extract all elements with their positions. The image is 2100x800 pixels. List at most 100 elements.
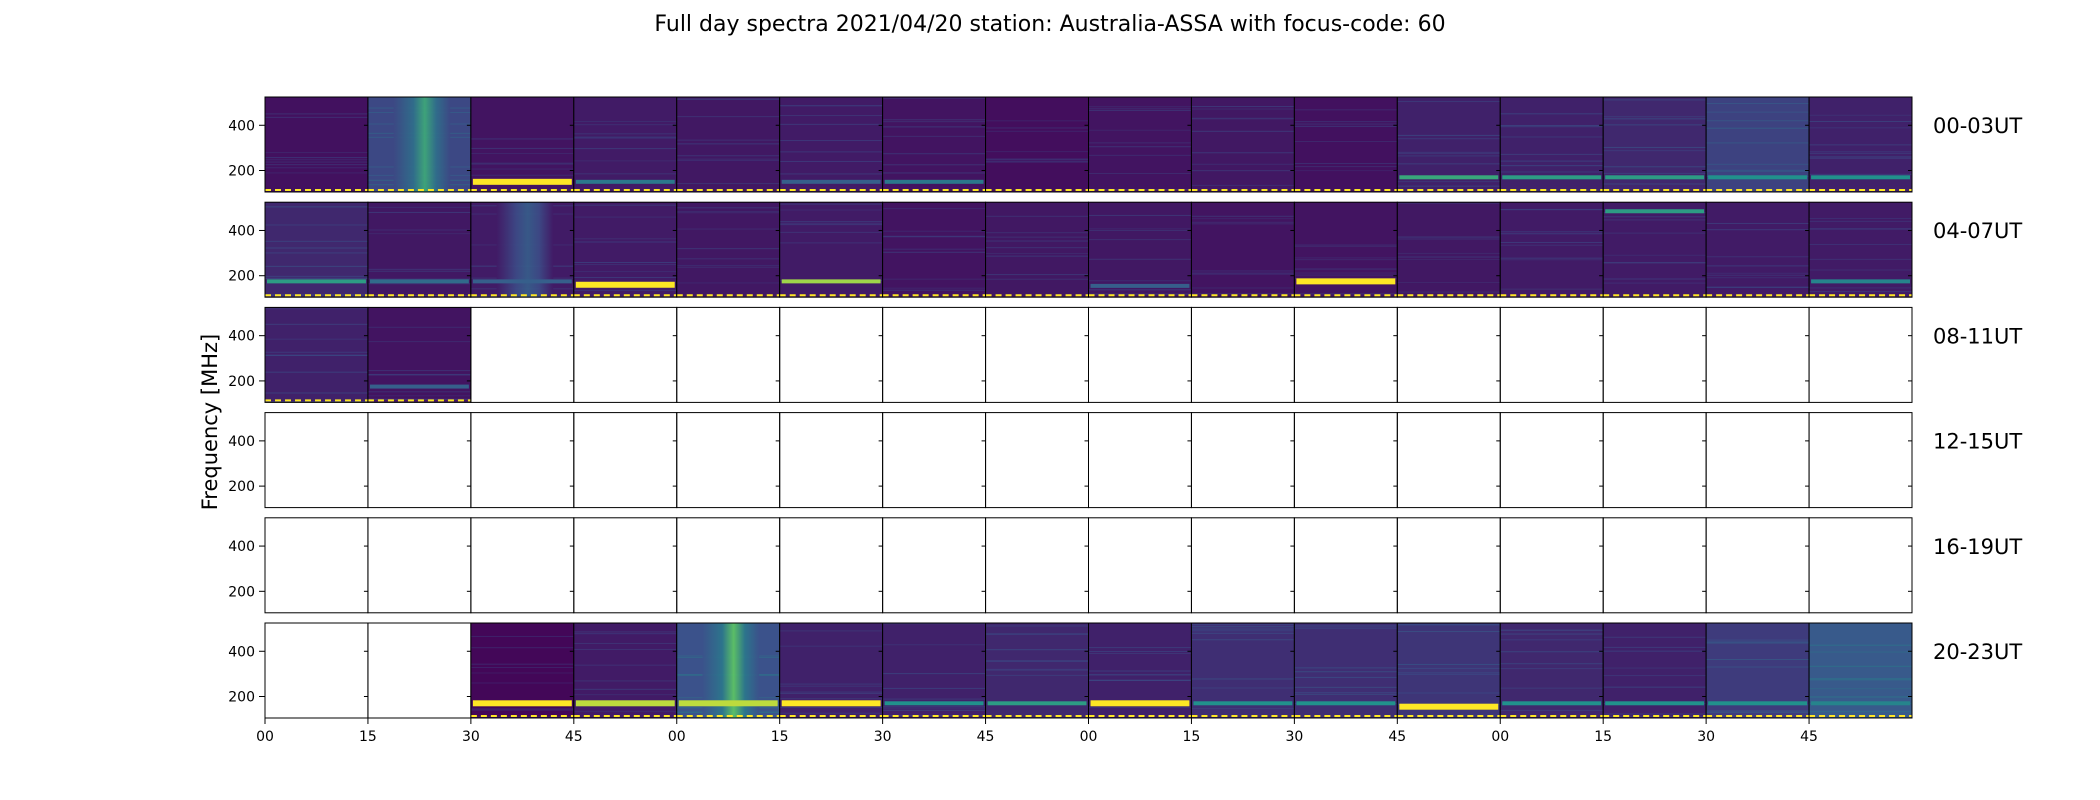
noise-line xyxy=(367,268,471,270)
noise-line xyxy=(1603,172,1707,174)
panel-frame xyxy=(470,412,575,509)
noise-line xyxy=(1706,222,1810,224)
panel-background xyxy=(882,202,986,298)
panel-background xyxy=(1088,97,1192,192)
noise-line xyxy=(573,238,677,240)
panel-frame xyxy=(985,412,1089,509)
spectrum-panel xyxy=(882,517,987,614)
noise-line xyxy=(1294,122,1398,124)
y-tick-label: 200 xyxy=(228,164,255,180)
noise-line xyxy=(1397,256,1501,258)
noise-line xyxy=(1706,256,1810,258)
spectrum-panel xyxy=(985,517,1089,614)
panel-background xyxy=(1191,202,1295,298)
noise-line xyxy=(1809,243,1912,245)
noise-line xyxy=(882,119,986,121)
interference-band xyxy=(472,700,572,707)
panel-frame xyxy=(1499,517,1604,614)
interference-band xyxy=(1502,175,1602,180)
noise-line xyxy=(1088,289,1192,291)
panel-frame xyxy=(1190,412,1295,509)
panel-frame xyxy=(1705,517,1810,614)
noise-line xyxy=(1809,151,1912,153)
panel-background xyxy=(1294,97,1398,192)
spectrum-panel xyxy=(264,201,369,298)
noise-line xyxy=(367,326,471,328)
panel-frame xyxy=(676,306,781,403)
noise-line xyxy=(779,140,883,142)
row-label: 00-03UT xyxy=(1933,114,2022,138)
interference-band xyxy=(575,281,675,288)
spectrum-panel xyxy=(1705,412,1810,509)
interference-band xyxy=(1502,701,1602,706)
noise-line xyxy=(1397,282,1501,284)
noise-line xyxy=(265,206,368,208)
noise-line xyxy=(1500,687,1604,689)
spectrum-panel xyxy=(264,517,369,614)
spectrum-panel xyxy=(1396,201,1501,298)
noise-line xyxy=(1397,101,1501,103)
panel-frame xyxy=(1602,412,1707,509)
spectrum-panel xyxy=(1293,412,1398,509)
noise-line xyxy=(676,264,780,266)
spectrum-panel xyxy=(1190,96,1295,193)
panel-frame xyxy=(1293,517,1398,614)
spectrum-panel xyxy=(264,412,369,509)
noise-line xyxy=(1500,153,1604,155)
noise-line xyxy=(1088,706,1192,708)
panel-background xyxy=(573,97,677,192)
noise-line xyxy=(1500,231,1604,233)
noise-line xyxy=(882,709,986,711)
interference-band xyxy=(781,179,881,184)
noise-line xyxy=(1706,642,1810,644)
noise-line xyxy=(985,278,1089,280)
noise-line xyxy=(1603,667,1707,669)
noise-line xyxy=(367,341,471,343)
noise-line xyxy=(573,290,677,292)
noise-line xyxy=(882,97,986,99)
spectrum-panel xyxy=(573,622,678,719)
interference-band xyxy=(1708,175,1808,180)
noise-line xyxy=(1191,130,1295,132)
noise-line xyxy=(985,253,1089,255)
spectrum-panel xyxy=(985,96,1089,193)
spectrum-panel xyxy=(1808,201,1913,298)
noise-line xyxy=(1603,713,1707,715)
noise-line xyxy=(1809,678,1912,680)
row-label: 16-19UT xyxy=(1933,535,2022,559)
noise-line xyxy=(779,123,883,125)
noise-line xyxy=(882,289,986,291)
x-tick-label: 45 xyxy=(1800,729,1818,745)
panel-background xyxy=(1397,202,1501,298)
noise-line xyxy=(367,373,471,375)
noise-line xyxy=(1191,293,1295,295)
noise-line xyxy=(265,323,368,325)
panel-frame xyxy=(1705,412,1810,509)
noise-line xyxy=(573,137,677,139)
noise-line xyxy=(1294,686,1398,688)
x-tick-label: 15 xyxy=(359,729,377,745)
noise-line xyxy=(676,248,780,250)
panel-frame xyxy=(779,517,884,614)
noise-line xyxy=(265,167,368,169)
noise-line xyxy=(470,138,574,140)
panel-background xyxy=(1500,202,1604,298)
noise-line xyxy=(1191,687,1295,689)
noise-line xyxy=(1706,286,1810,288)
noise-line xyxy=(882,164,986,166)
noise-line xyxy=(1397,134,1501,136)
noise-line xyxy=(985,668,1089,670)
noise-line xyxy=(367,374,471,376)
y-tick-label: 400 xyxy=(228,329,255,345)
panel-frame xyxy=(1808,412,1913,509)
noise-line xyxy=(882,121,986,123)
noise-line xyxy=(470,682,574,684)
spectrum-panel xyxy=(573,412,678,509)
spectrum-panel xyxy=(1088,96,1192,193)
noise-line xyxy=(1088,146,1192,148)
noise-line xyxy=(470,152,574,154)
x-tick-label: 30 xyxy=(462,729,480,745)
noise-line xyxy=(1191,218,1295,220)
noise-line xyxy=(265,152,368,154)
noise-line xyxy=(470,635,574,637)
